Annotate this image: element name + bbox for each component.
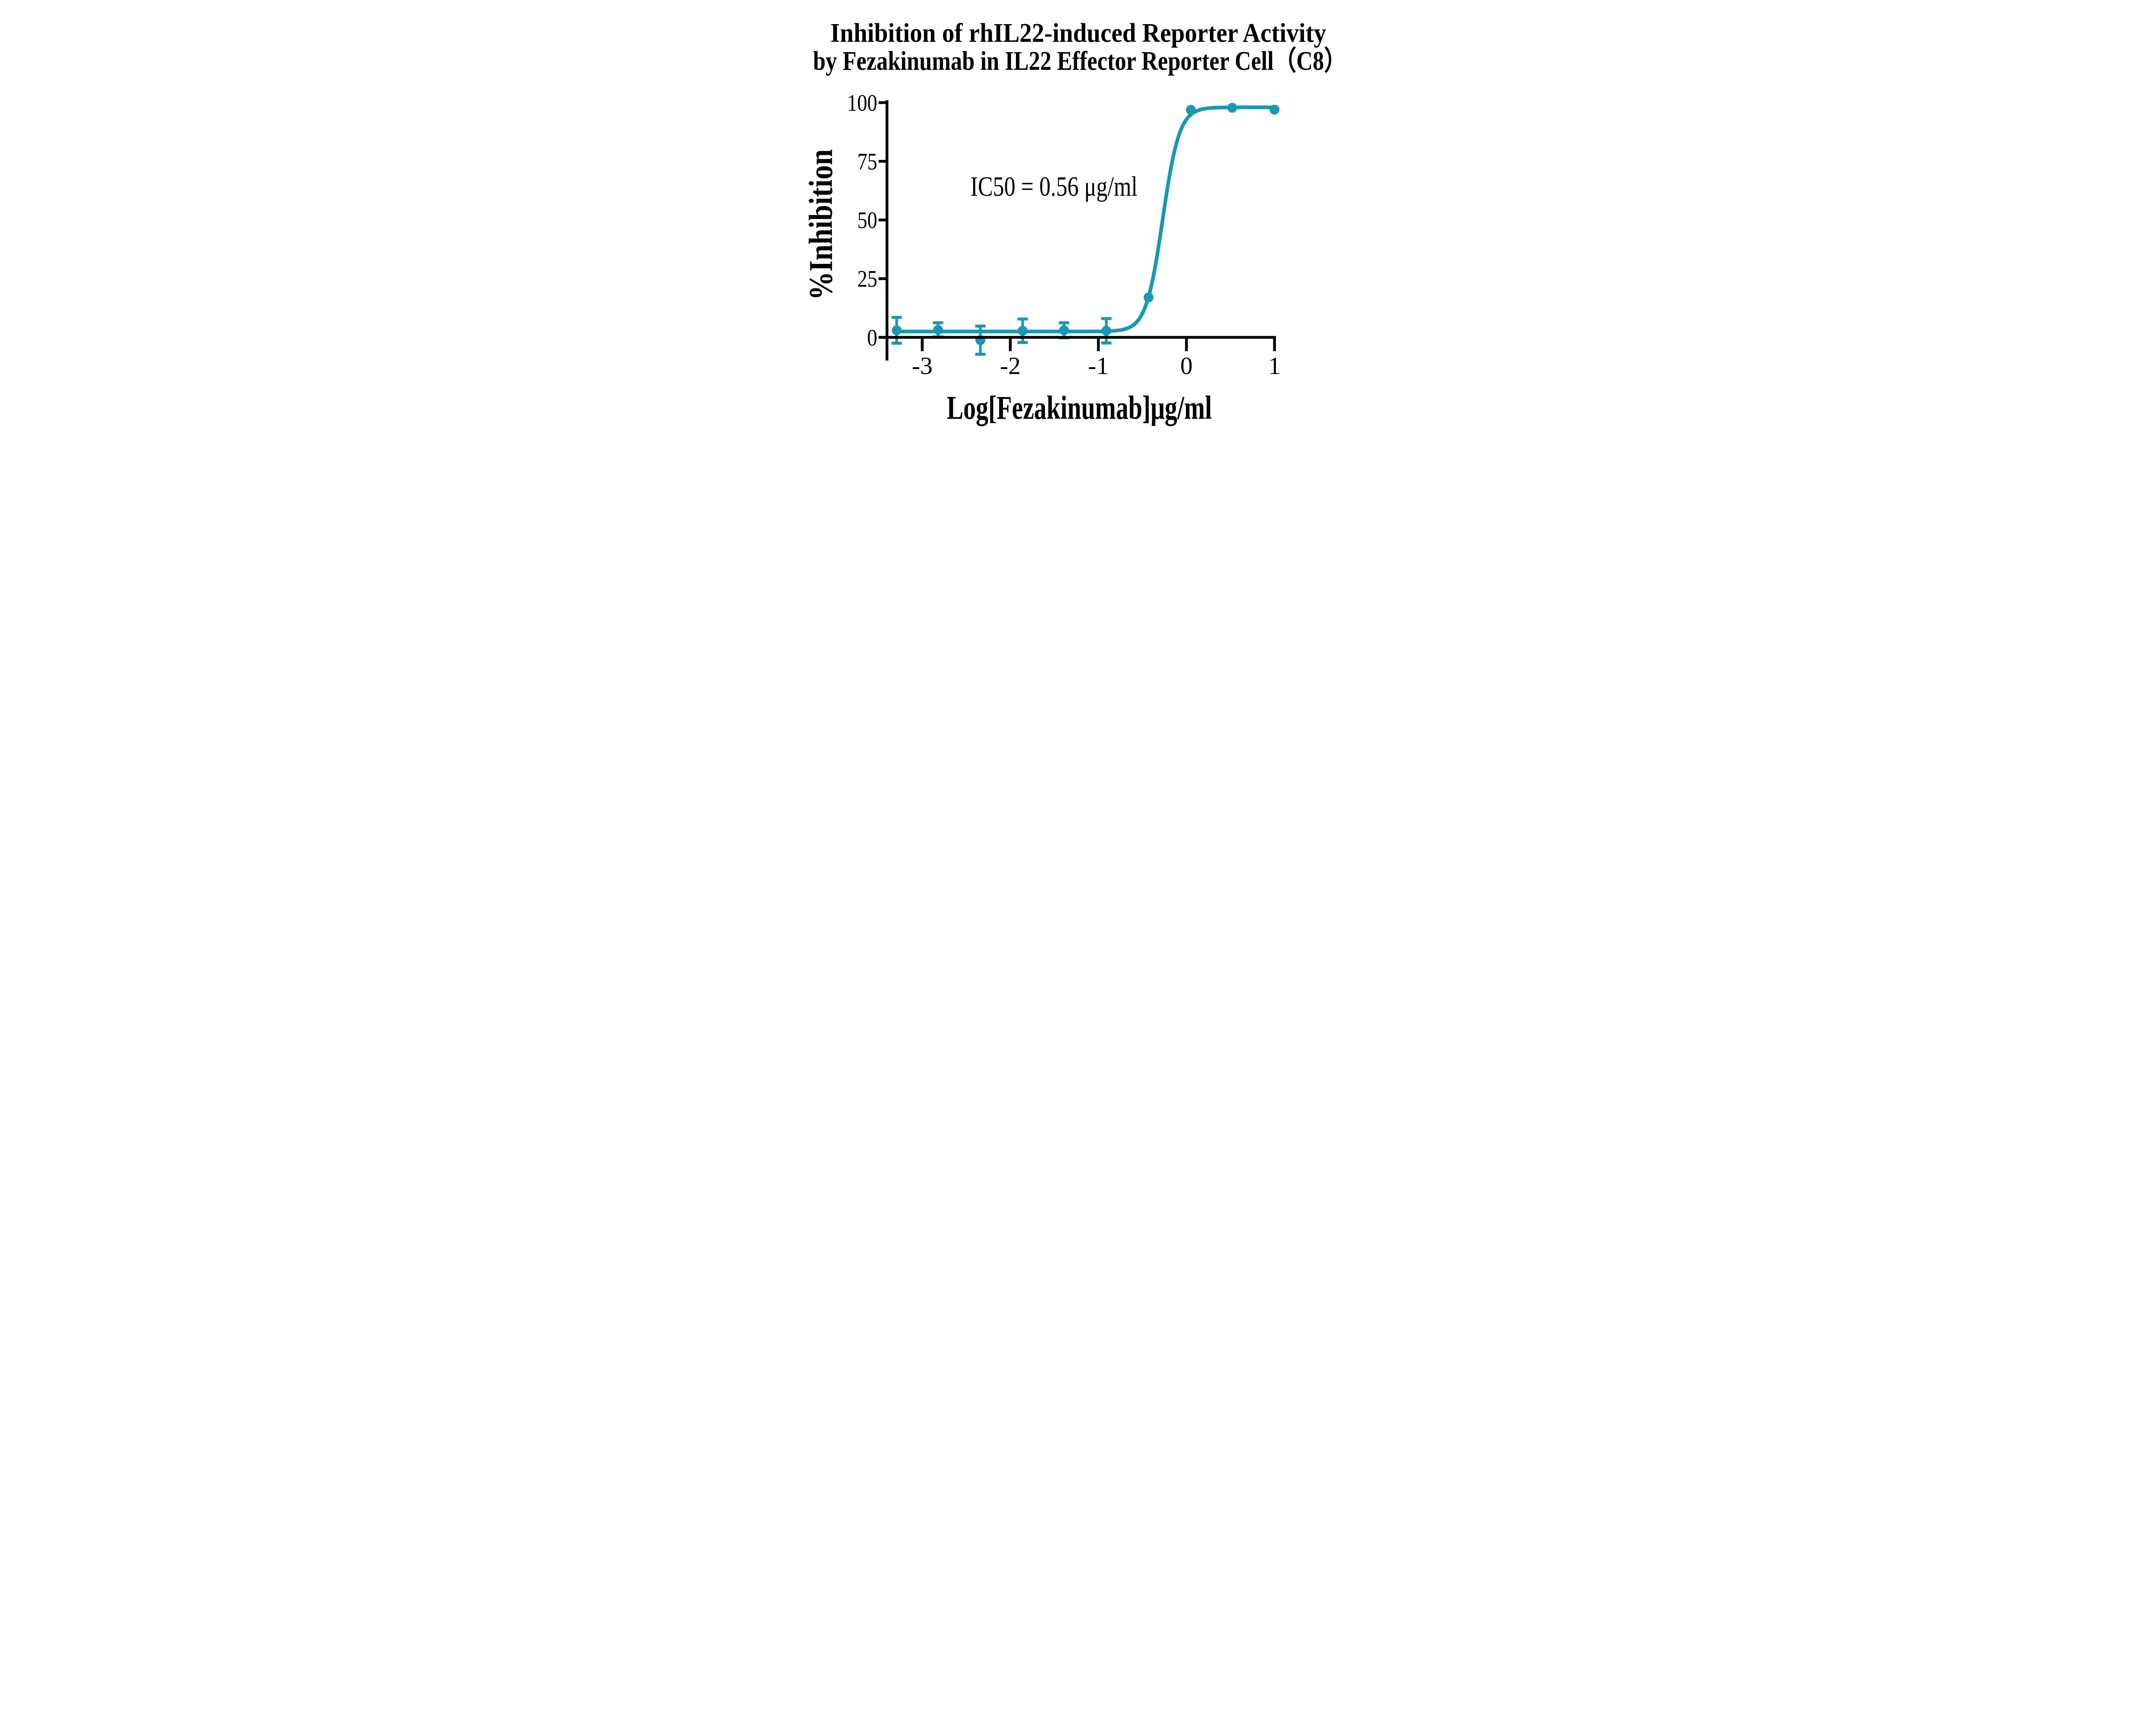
ic50-annotation: IC50 = 0.56 μg/ml (971, 171, 1138, 202)
data-point (1186, 105, 1196, 115)
plot-data-layer (891, 103, 1280, 356)
x-tick-label: -3 (912, 353, 933, 380)
fit-curve (895, 105, 1275, 334)
x-tick-label: -1 (1088, 353, 1109, 380)
axis-layer (878, 100, 1276, 361)
data-point (1227, 103, 1238, 113)
data-point (892, 325, 902, 335)
data-point (1269, 104, 1280, 115)
data-point (1018, 325, 1028, 336)
y-tick-label: 50 (857, 207, 877, 233)
y-axis-title: %Inhibition (802, 149, 839, 300)
y-tick-label: 75 (857, 148, 877, 175)
chart-title-line1: Inhibition of rhIL22-induced Reporter Ac… (830, 18, 1326, 48)
data-point (1144, 292, 1154, 303)
y-tick-label: 25 (857, 266, 877, 292)
chart-canvas: Inhibition of rhIL22-induced Reporter Ac… (802, 18, 1347, 426)
y-tick-label: 100 (847, 90, 877, 116)
x-axis-title: Log[Fezakinumab]μg/ml (947, 389, 1212, 426)
data-point (1059, 325, 1069, 335)
x-tick-label: 1 (1268, 353, 1281, 380)
x-tick-label: 0 (1180, 353, 1193, 380)
chart-title-line2: by Fezakinumab in IL22 Effector Reporter… (813, 46, 1347, 76)
data-point (1101, 325, 1112, 336)
x-tick-label: -2 (1000, 353, 1021, 380)
tick-label-layer: 100 75 50 25 0 -3 -2 -1 0 1 (847, 90, 1281, 380)
dose-response-figure: Inhibition of rhIL22-induced Reporter Ac… (777, 0, 1379, 430)
y-tick-label: 0 (867, 324, 877, 350)
data-point (933, 325, 943, 335)
